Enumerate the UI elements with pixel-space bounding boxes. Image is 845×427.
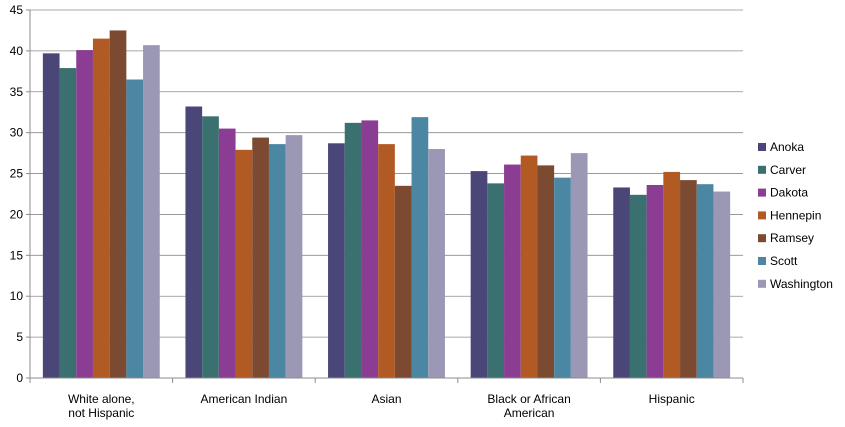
legend-label: Scott <box>770 254 798 268</box>
y-tick-label: 30 <box>10 126 24 140</box>
bar-washington-1 <box>285 135 303 378</box>
bar-washington-3 <box>570 153 588 378</box>
bar-scott-1 <box>268 144 286 378</box>
bar-anoka-3 <box>470 171 488 378</box>
y-tick-label: 15 <box>10 248 24 262</box>
bar-ramsey-4 <box>680 180 697 378</box>
bars <box>42 30 731 379</box>
legend-swatch <box>758 234 766 243</box>
x-tick-label: White alone, <box>68 392 135 406</box>
legend-swatch <box>758 143 766 151</box>
y-tick-label: 10 <box>10 289 24 303</box>
legend-swatch <box>758 188 766 197</box>
bar-washington-2 <box>428 149 445 378</box>
x-tick-label: Hispanic <box>649 392 695 406</box>
legend-swatch <box>758 279 766 288</box>
legend-swatch <box>758 257 766 265</box>
x-tick-labels: White alone,not Hispanic American Indian A… <box>68 392 695 420</box>
bar-carver-0 <box>59 68 77 378</box>
y-tick-label: 5 <box>16 330 23 344</box>
y-tick-label: 45 <box>10 3 24 17</box>
bar-anoka-1 <box>185 106 203 378</box>
bar-hennepin-0 <box>92 38 110 379</box>
bar-scott-3 <box>554 177 571 378</box>
legend-label: Washington <box>770 277 833 291</box>
x-tick-label: Asian <box>371 392 401 406</box>
legend-swatch <box>758 211 766 220</box>
y-tick-labels: 0 5 10 15 20 25 30 35 40 45 <box>10 3 24 385</box>
bar-scott-0 <box>126 79 144 378</box>
bar-anoka-2 <box>328 143 345 378</box>
legend-label: Dakota <box>770 186 808 200</box>
legend-label: Hennepin <box>770 208 821 222</box>
legend-item-washington: Washington <box>758 277 833 291</box>
bar-hennepin-3 <box>520 155 538 378</box>
y-tick-label: 40 <box>10 44 24 58</box>
bar-hennepin-4 <box>663 171 681 378</box>
legend-item-anoka: Anoka <box>758 140 804 154</box>
bar-dakota-2 <box>361 120 379 379</box>
legend-label: Anoka <box>770 140 804 154</box>
x-tick-label: Black or African <box>487 392 570 406</box>
y-tick-label: 0 <box>16 371 23 385</box>
bar-carver-3 <box>487 183 505 378</box>
y-tick-label: 25 <box>10 167 24 181</box>
bar-washington-0 <box>143 45 160 378</box>
bar-ramsey-2 <box>394 185 412 378</box>
bar-ramsey-3 <box>537 165 555 378</box>
bar-dakota-1 <box>218 128 236 378</box>
bar-anoka-4 <box>613 187 630 378</box>
legend-item-ramsey: Ramsey <box>758 231 814 245</box>
axes <box>26 9 744 383</box>
bar-ramsey-0 <box>109 30 127 378</box>
legend-label: Ramsey <box>770 231 814 245</box>
x-tick-label: American <box>504 406 555 420</box>
bar-scott-2 <box>411 117 429 378</box>
bar-hennepin-2 <box>378 144 395 378</box>
bar-hennepin-1 <box>235 149 253 378</box>
bar-carver-1 <box>202 116 219 378</box>
x-tick-label: American Indian <box>201 392 288 406</box>
bar-dakota-3 <box>504 164 521 378</box>
legend-item-scott: Scott <box>758 254 798 268</box>
bar-carver-4 <box>629 194 647 378</box>
legend-item-hennepin: Hennepin <box>758 208 821 222</box>
bar-scott-4 <box>696 184 714 378</box>
bar-dakota-4 <box>646 185 664 378</box>
bar-dakota-0 <box>76 50 93 378</box>
y-tick-label: 20 <box>10 207 24 221</box>
legend-swatch <box>758 165 766 174</box>
bar-carver-2 <box>344 122 362 378</box>
y-tick-label: 35 <box>10 85 24 99</box>
legend-label: Carver <box>770 163 806 177</box>
legend: Anoka Carver Dakota Hennepin Ramsey Scott Wash… <box>758 140 833 291</box>
legend-item-carver: Carver <box>758 163 806 177</box>
bar-ramsey-1 <box>252 137 269 378</box>
bar-washington-4 <box>713 191 731 378</box>
x-tick-label: not Hispanic <box>68 406 134 420</box>
legend-item-dakota: Dakota <box>758 186 808 200</box>
bar-anoka-0 <box>42 53 60 379</box>
